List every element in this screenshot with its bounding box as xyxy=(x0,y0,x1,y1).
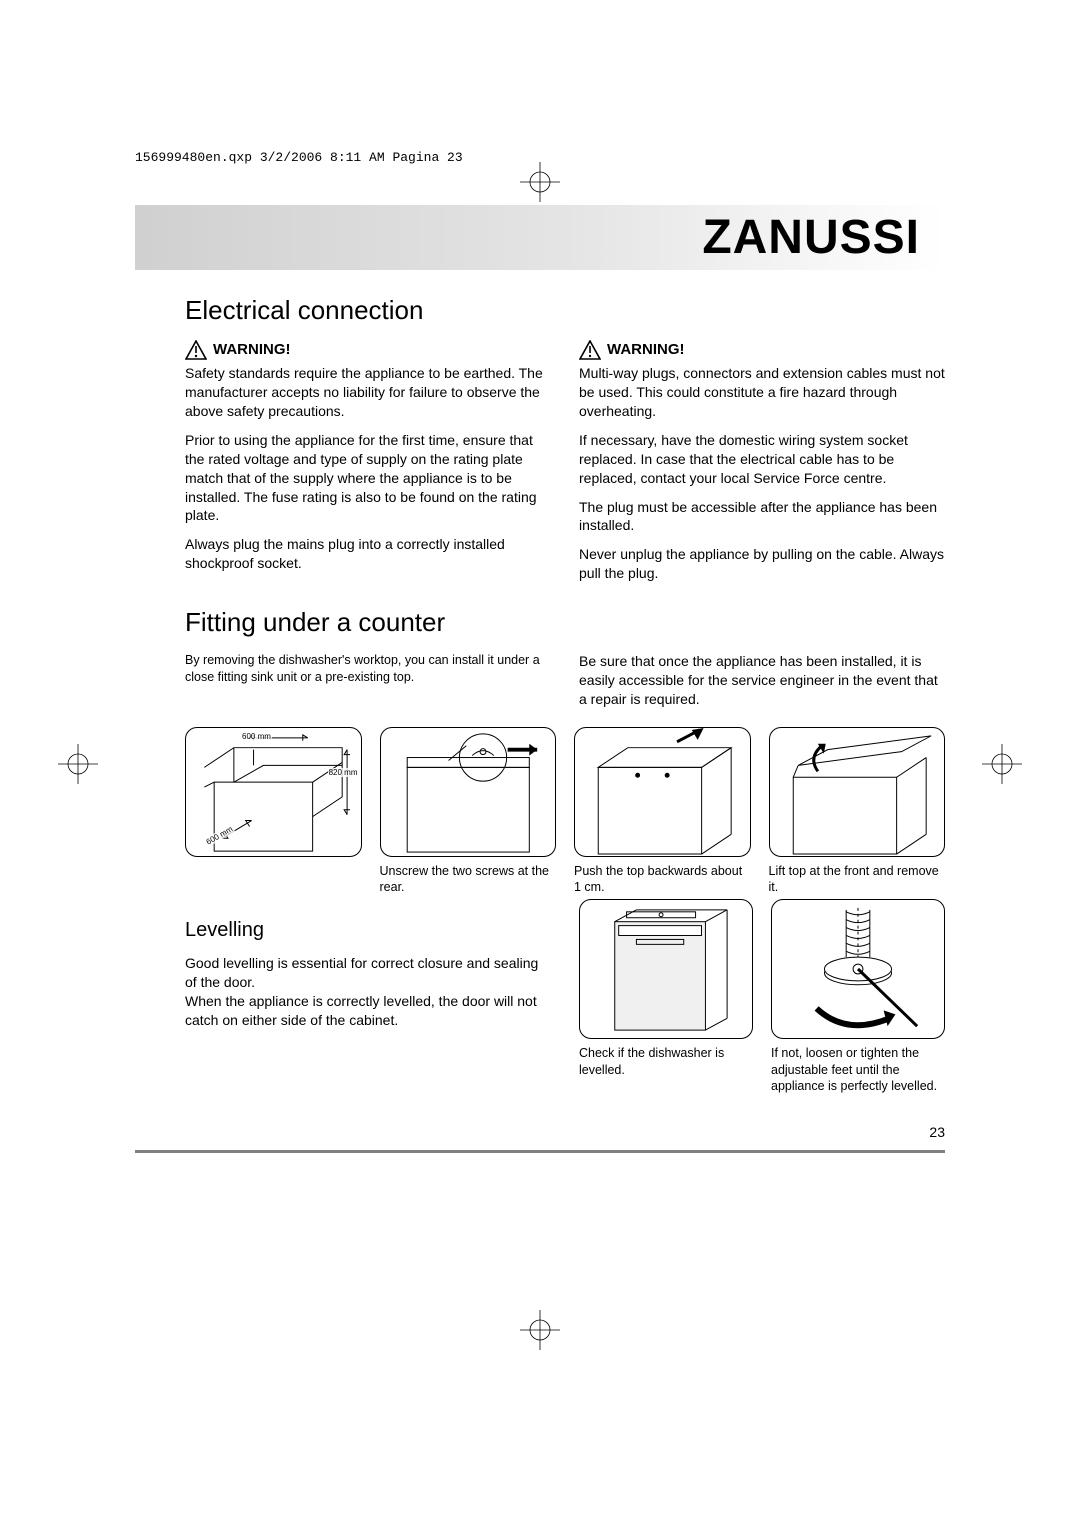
para: Never unplug the appliance by pulling on… xyxy=(579,545,945,583)
warning-triangle-icon xyxy=(579,340,601,360)
diagram-lift-front xyxy=(769,727,946,857)
para: Multi-way plugs, connectors and extensio… xyxy=(579,364,945,421)
para: The plug must be accessible after the ap… xyxy=(579,498,945,536)
warning-label: WARNING! xyxy=(213,340,291,360)
crop-mark-bottom xyxy=(520,1310,560,1350)
diagram-unscrew-rear xyxy=(380,727,557,857)
fitting-left-intro: By removing the dishwasher's worktop, yo… xyxy=(185,652,551,719)
fitting-right-intro: Be sure that once the appliance has been… xyxy=(579,652,945,719)
para: Prior to using the appliance for the fir… xyxy=(185,431,551,525)
dim-height: 820 mm xyxy=(328,768,359,777)
diagram-check-level xyxy=(579,899,753,1039)
para: Be sure that once the appliance has been… xyxy=(579,652,945,709)
prepress-slug: 156999480en.qxp 3/2/2006 8:11 AM Pagina … xyxy=(135,150,945,165)
crop-mark-right xyxy=(982,744,1022,784)
subsection-title-levelling: Levelling xyxy=(185,917,551,944)
para: Safety standards require the appliance t… xyxy=(185,364,551,421)
para: By removing the dishwasher's worktop, yo… xyxy=(185,652,551,686)
diagram-counter-niche: 600 mm 820 mm 600 mm xyxy=(185,727,362,857)
diagram-caption: Check if the dishwasher is levelled. xyxy=(579,1045,753,1078)
levelling-text: Levelling Good levelling is essential fo… xyxy=(185,899,551,1094)
warning-right: WARNING! xyxy=(579,340,945,360)
section-title-electrical: Electrical connection xyxy=(185,295,945,326)
crop-mark-left xyxy=(58,744,98,784)
warning-left: WARNING! xyxy=(185,340,551,360)
para: Always plug the mains plug into a correc… xyxy=(185,535,551,573)
header-bar: ZANUSSI xyxy=(135,205,945,270)
diagram-caption: Unscrew the two screws at the rear. xyxy=(380,863,557,896)
warning-label: WARNING! xyxy=(607,340,685,360)
section-title-fitting: Fitting under a counter xyxy=(185,607,945,638)
warning-triangle-icon xyxy=(185,340,207,360)
electrical-right-col: WARNING! Multi-way plugs, connectors and… xyxy=(579,340,945,593)
para: Good levelling is essential for correct … xyxy=(185,954,551,1030)
page-number: 23 xyxy=(185,1124,945,1140)
dim-width: 600 mm xyxy=(241,732,272,741)
electrical-left-col: WARNING! Safety standards require the ap… xyxy=(185,340,551,593)
diagram-caption: If not, loosen or tighten the adjustable… xyxy=(771,1045,945,1094)
fitting-diagrams: 600 mm 820 mm 600 mm xyxy=(185,727,945,896)
diagram-push-back xyxy=(574,727,751,857)
para: If necessary, have the domestic wiring s… xyxy=(579,431,945,488)
diagram-caption: Lift top at the front and remove it. xyxy=(769,863,946,896)
brand-logo: ZANUSSI xyxy=(702,210,920,265)
diagram-caption: Push the top backwards about 1 cm. xyxy=(574,863,751,896)
page-content: 156999480en.qxp 3/2/2006 8:11 AM Pagina … xyxy=(135,150,945,1153)
diagram-adjust-feet xyxy=(771,899,945,1039)
footer-rule xyxy=(135,1150,945,1153)
